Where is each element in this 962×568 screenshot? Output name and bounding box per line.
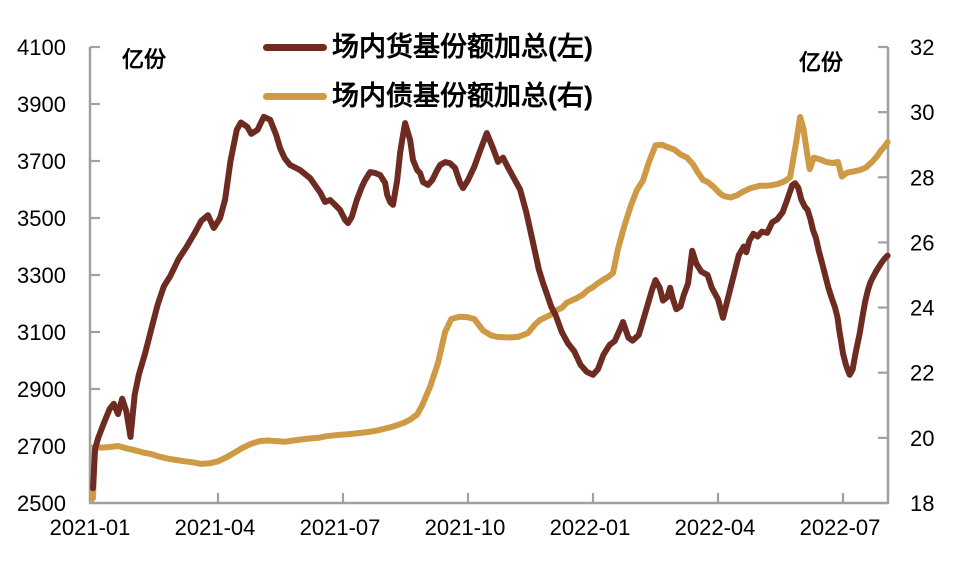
svg-text:2021-07: 2021-07 — [300, 515, 381, 540]
svg-text:4100: 4100 — [17, 35, 66, 60]
legend: 场内货基份额加总(左) 场内债基份额加总(右) — [263, 31, 593, 113]
svg-text:24: 24 — [910, 296, 934, 321]
svg-text:18: 18 — [910, 491, 934, 516]
svg-text:2022-04: 2022-04 — [675, 515, 756, 540]
svg-text:3900: 3900 — [17, 92, 66, 117]
axis-frame — [88, 47, 890, 505]
bond-fund-line — [90, 114, 891, 502]
svg-text:30: 30 — [910, 100, 934, 125]
svg-text:2022-01: 2022-01 — [550, 515, 631, 540]
right-axis-unit-label: 亿份 — [799, 50, 844, 75]
legend-item-bond-fund: 场内债基份额加总(右) — [263, 80, 593, 112]
right-axis-tick-labels: 32 30 28 26 24 22 20 18 — [910, 35, 934, 516]
money-fund-line-swatch — [263, 43, 327, 51]
svg-text:2021-10: 2021-10 — [425, 515, 506, 540]
left-axis-tick-labels: 4100 3900 3700 3500 3300 3100 2900 2700 2500 — [17, 35, 66, 516]
svg-text:20: 20 — [910, 426, 934, 451]
svg-text:2021-04: 2021-04 — [175, 515, 256, 540]
legend-item-money-fund: 场内货基份额加总(左) — [263, 31, 593, 63]
left-axis-unit-label: 亿份 — [122, 47, 167, 72]
svg-text:28: 28 — [910, 165, 934, 190]
tick-marks — [90, 45, 888, 505]
svg-text:2700: 2700 — [17, 434, 66, 459]
svg-text:3500: 3500 — [17, 206, 66, 231]
bond-fund-legend-label: 场内债基份额加总(右) — [332, 81, 593, 112]
money-fund-line — [90, 113, 891, 492]
x-axis-tick-labels: 2021-01 2021-04 2021-07 2021-10 2022-01 2022-… — [50, 515, 881, 540]
svg-text:3100: 3100 — [17, 320, 66, 345]
bond-fund-line-swatch — [263, 93, 327, 101]
money-fund-legend-label: 场内货基份额加总(左) — [332, 32, 593, 62]
svg-text:2900: 2900 — [17, 377, 66, 402]
svg-text:22: 22 — [910, 361, 934, 386]
svg-text:2500: 2500 — [17, 491, 66, 516]
svg-text:26: 26 — [910, 230, 934, 255]
svg-text:3300: 3300 — [17, 263, 66, 288]
svg-text:32: 32 — [910, 35, 934, 60]
svg-text:3700: 3700 — [17, 149, 66, 174]
svg-text:2021-01: 2021-01 — [50, 515, 131, 540]
svg-text:2022-07: 2022-07 — [800, 515, 881, 540]
